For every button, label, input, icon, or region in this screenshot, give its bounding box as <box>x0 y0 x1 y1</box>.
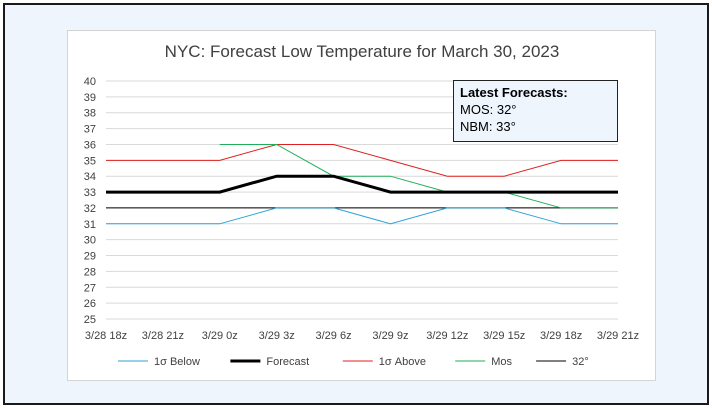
x-tick-label: 3/29 12z <box>426 330 468 342</box>
legend-label: 1σ Above <box>379 356 426 368</box>
series-line <box>106 174 618 194</box>
series-lines <box>106 143 618 225</box>
chart-frame: NYC: Forecast Low Temperature for March … <box>3 3 709 405</box>
y-tick-label: 25 <box>84 314 96 326</box>
line-chart: NYC: Forecast Low Temperature for March … <box>84 42 639 368</box>
y-tick-label: 33 <box>84 187 96 199</box>
y-tick-label: 30 <box>84 235 96 247</box>
y-tick-label: 26 <box>84 298 96 310</box>
chart-title: NYC: Forecast Low Temperature for March … <box>165 42 560 61</box>
x-tick-label: 3/29 9z <box>372 330 408 342</box>
series-line <box>219 143 618 209</box>
x-tick-label: 3/28 21z <box>142 330 184 342</box>
y-tick-label: 39 <box>84 92 96 104</box>
x-tick-label: 3/29 18z <box>540 330 582 342</box>
legend: 1σ Below Forecast 1σ Above Mos 32° <box>118 356 589 368</box>
y-tick-label: 40 <box>84 76 96 88</box>
latest-forecasts-heading: Latest Forecasts: <box>460 85 568 100</box>
y-axis-ticks: 25 26 27 28 29 30 31 32 33 34 35 36 37 38 39 40 <box>84 76 96 326</box>
x-axis-ticks: 3/28 18z 3/28 21z 3/29 0z 3/29 3z 3/29 6z 3/2… <box>85 330 639 342</box>
y-tick-label: 34 <box>84 171 96 183</box>
x-tick-label: 3/28 18z <box>85 330 127 342</box>
y-tick-label: 38 <box>84 108 96 120</box>
y-tick-label: 32 <box>84 203 96 215</box>
series-line <box>106 207 618 225</box>
chart-panel: NYC: Forecast Low Temperature for March … <box>67 30 656 381</box>
legend-label: Mos <box>491 356 512 368</box>
x-tick-label: 3/29 21z <box>597 330 639 342</box>
x-tick-label: 3/29 3z <box>259 330 295 342</box>
y-tick-label: 28 <box>84 266 96 278</box>
latest-forecasts-box: Latest Forecasts: MOS: 32° NBM: 33° <box>453 80 618 142</box>
y-tick-label: 36 <box>84 139 96 151</box>
mos-forecast-line: MOS: 32° <box>460 102 517 117</box>
legend-label: 32° <box>572 356 589 368</box>
x-tick-label: 3/29 6z <box>316 330 352 342</box>
y-tick-label: 35 <box>84 155 96 167</box>
x-tick-label: 3/29 0z <box>202 330 238 342</box>
y-tick-label: 29 <box>84 251 96 263</box>
legend-label: 1σ Below <box>154 356 200 368</box>
y-tick-label: 27 <box>84 282 96 294</box>
legend-label: Forecast <box>266 356 309 368</box>
nbm-forecast-line: NBM: 33° <box>460 119 516 134</box>
series-line <box>106 143 618 177</box>
y-tick-label: 37 <box>84 124 96 136</box>
x-tick-label: 3/29 15z <box>483 330 525 342</box>
y-tick-label: 31 <box>84 219 96 231</box>
